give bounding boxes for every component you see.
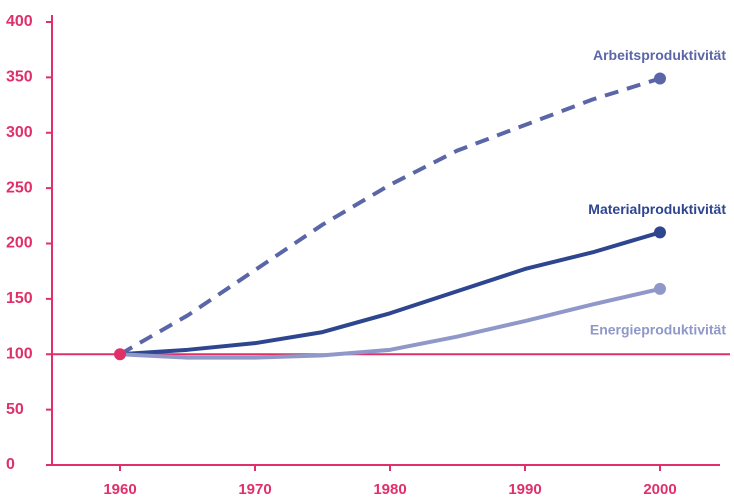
y-tick-label: 400 — [6, 13, 33, 30]
y-tick-label: 150 — [6, 290, 33, 307]
series-label: Materialproduktivität — [588, 201, 726, 217]
series-line — [119, 76, 661, 356]
y-tick-label: 350 — [6, 69, 33, 86]
x-tick-label: 1970 — [238, 481, 271, 498]
series-label: Energieproduktivität — [590, 322, 726, 338]
series-line — [119, 230, 661, 357]
y-tick-label: 100 — [6, 345, 33, 362]
end-marker — [654, 72, 666, 85]
y-tick-label: 300 — [6, 124, 33, 141]
series-label: Arbeitsproduktivität — [593, 47, 726, 63]
x-tick-label: 1960 — [103, 481, 136, 498]
y-tick-label: 0 — [6, 456, 15, 473]
end-marker — [654, 226, 666, 239]
start-marker — [114, 348, 126, 361]
x-tick-label: 1980 — [373, 481, 406, 498]
y-tick-label: 50 — [6, 401, 24, 418]
y-tick-label: 200 — [6, 235, 33, 252]
end-marker — [654, 282, 666, 295]
x-tick-label: 1990 — [508, 481, 541, 498]
y-tick-label: 250 — [6, 179, 33, 196]
x-tick-label: 2000 — [643, 481, 676, 498]
series-line — [119, 286, 661, 360]
